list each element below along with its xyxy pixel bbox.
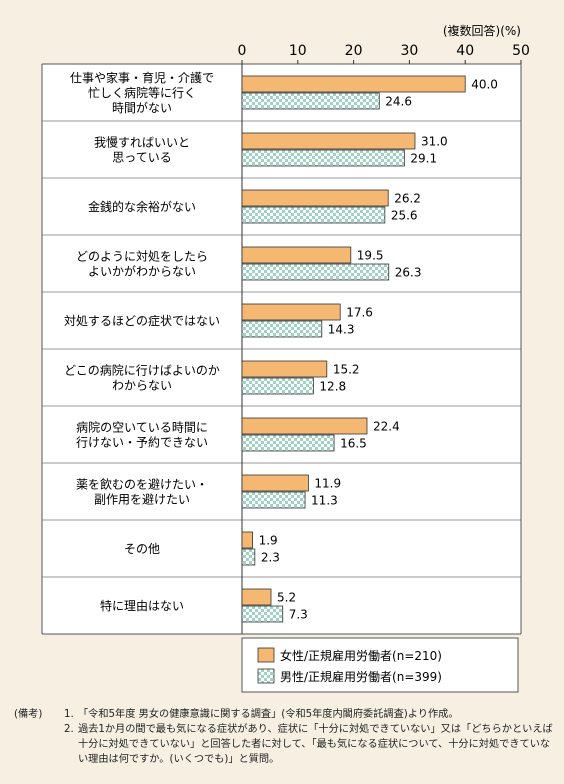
category-label-line: 行けない・予約できない bbox=[76, 435, 208, 450]
category-label-line: 思っている bbox=[112, 151, 171, 165]
value-label-female: 15.2 bbox=[333, 363, 360, 377]
category-label: 病院の空いている時間に行けない・予約できない bbox=[76, 420, 208, 450]
bar-female bbox=[241, 531, 254, 549]
bar-female bbox=[241, 474, 309, 492]
bar-male bbox=[241, 92, 380, 110]
bar-female bbox=[241, 246, 352, 264]
value-label-male: 11.3 bbox=[311, 494, 338, 508]
category-label: 薬を飲むのを避けたい・副作用を避けたい bbox=[76, 477, 208, 507]
category-label: どのように対処をしたらよいかがわからない bbox=[76, 250, 208, 279]
note-item-1: (備考) 1. 「令和5年度 男女の健康意識に関する調査」(令和5年度内閣府委託… bbox=[14, 707, 554, 722]
value-label-female: 22.4 bbox=[373, 420, 400, 434]
note-number: 1. bbox=[64, 709, 74, 720]
bar-female bbox=[241, 360, 328, 378]
bar-female bbox=[241, 588, 272, 606]
value-label-female: 31.0 bbox=[421, 135, 448, 149]
x-tick-label: 50 bbox=[512, 43, 530, 59]
value-label-female: 11.9 bbox=[314, 477, 341, 491]
bar-male bbox=[241, 605, 284, 623]
category-label-line: 特に理由はない bbox=[100, 598, 184, 613]
category-label: どこの病院に行けばよいのかわからない bbox=[64, 363, 220, 393]
value-label-male: 26.3 bbox=[395, 266, 422, 280]
bar-male bbox=[241, 206, 386, 224]
category-label-line: よいかがわからない bbox=[88, 264, 196, 279]
note-item-2: 2. 過去1か月の間で最も気になる症状があり、症状に「十分に対処できていない」又… bbox=[14, 722, 554, 767]
bar-female bbox=[241, 303, 341, 321]
legend: 女性/正規雇用労働者(n=210) 男性/正規雇用労働者(n=399) bbox=[241, 637, 519, 693]
category-label-line: 薬を飲むのを避けたい・ bbox=[76, 477, 208, 492]
value-label-female: 19.5 bbox=[357, 249, 384, 263]
category-label: 金銭的な余裕がない bbox=[88, 199, 196, 214]
unit-label: (複数回答)(%) bbox=[443, 23, 521, 38]
legend-swatch-female bbox=[257, 647, 275, 663]
bar-male bbox=[241, 434, 335, 452]
category-label-line: 対処するほどの症状ではない bbox=[64, 313, 220, 328]
x-tick-label: 40 bbox=[456, 43, 474, 59]
x-tick-label: 10 bbox=[289, 43, 307, 59]
x-tick-label: 30 bbox=[400, 43, 418, 59]
value-label-male: 12.8 bbox=[319, 380, 346, 394]
category-label-line: 病院の空いている時間に bbox=[76, 420, 208, 435]
value-label-female: 1.9 bbox=[259, 534, 278, 548]
value-label-male: 25.6 bbox=[391, 209, 418, 223]
notes: (備考) 1. 「令和5年度 男女の健康意識に関する調査」(令和5年度内閣府委託… bbox=[14, 707, 554, 767]
bar-male bbox=[241, 320, 323, 338]
value-label-female: 5.2 bbox=[277, 591, 296, 605]
legend-label-male: 男性/正規雇用労働者(n=399) bbox=[280, 669, 442, 684]
bar-female bbox=[241, 417, 368, 435]
value-label-male: 2.3 bbox=[261, 551, 280, 565]
note-number: 2. bbox=[64, 724, 74, 735]
category-label-line: 金銭的な余裕がない bbox=[88, 199, 196, 214]
legend-label-female: 女性/正規雇用労働者(n=210) bbox=[280, 648, 442, 663]
value-label-female: 17.6 bbox=[346, 306, 373, 320]
value-label-male: 14.3 bbox=[328, 323, 355, 337]
bar-male bbox=[241, 548, 256, 566]
category-label: 仕事や家事・育児・介護で忙しく病院等に行く時間がない bbox=[70, 70, 214, 115]
category-label: 特に理由はない bbox=[100, 598, 184, 613]
note-text: 過去1か月の間で最も気になる症状があり、症状に「十分に対処できていない」又は「ど… bbox=[78, 724, 553, 765]
x-tick-label: 0 bbox=[238, 43, 247, 59]
value-label-male: 16.5 bbox=[340, 437, 367, 451]
bar-female bbox=[241, 189, 389, 207]
notes-head: (備考) bbox=[14, 709, 43, 720]
category-label-line: どのように対処をしたら bbox=[76, 250, 208, 264]
note-text: 「令和5年度 男女の健康意識に関する調査」(令和5年度内閣府委託調査)より作成。 bbox=[78, 709, 459, 720]
x-tick-label: 20 bbox=[345, 43, 363, 59]
category-label: その他 bbox=[124, 542, 160, 556]
value-label-male: 29.1 bbox=[410, 152, 437, 166]
bar-female bbox=[241, 75, 466, 93]
category-label-line: その他 bbox=[124, 542, 160, 556]
value-label-male: 24.6 bbox=[385, 95, 412, 109]
category-label-line: わからない bbox=[112, 379, 172, 393]
bar-male bbox=[241, 377, 314, 395]
category-label: 我慢すればいいと思っている bbox=[94, 136, 190, 165]
value-label-female: 26.2 bbox=[394, 192, 421, 206]
bar-male bbox=[241, 263, 390, 281]
category-label-line: 仕事や家事・育児・介護で bbox=[70, 70, 214, 85]
category-label-line: 我慢すればいいと bbox=[94, 136, 190, 150]
legend-swatch-male bbox=[257, 668, 275, 684]
value-label-male: 7.3 bbox=[289, 608, 308, 622]
bar-male bbox=[241, 491, 306, 509]
category-label-line: 副作用を避けたい bbox=[94, 493, 190, 507]
category-label-line: 時間がない bbox=[112, 100, 172, 115]
bar-female bbox=[241, 132, 416, 150]
bar-male bbox=[241, 149, 405, 167]
category-label: 対処するほどの症状ではない bbox=[64, 313, 220, 328]
value-label-female: 40.0 bbox=[471, 78, 498, 92]
category-label-line: 忙しく病院等に行く bbox=[88, 85, 196, 100]
category-label-line: どこの病院に行けばよいのか bbox=[64, 363, 220, 378]
